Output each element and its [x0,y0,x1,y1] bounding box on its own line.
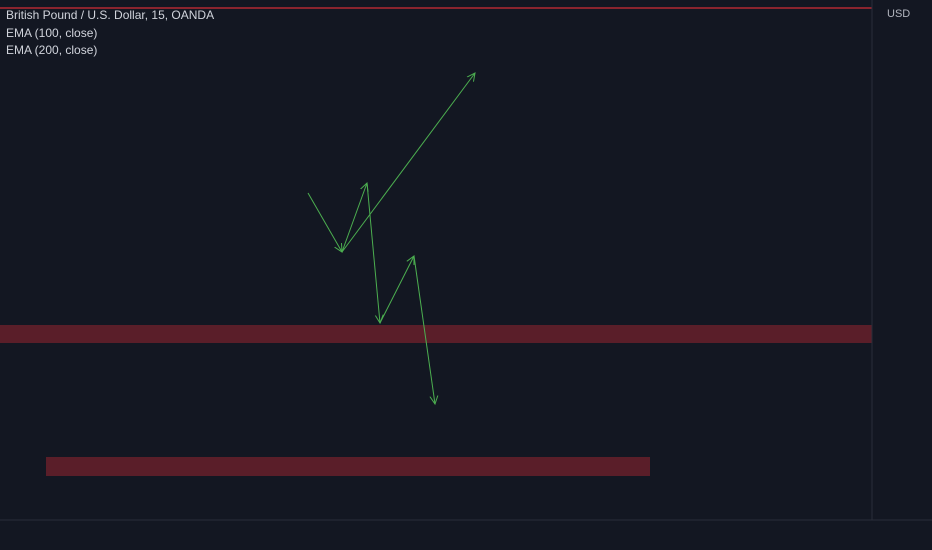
drawing [307,73,475,404]
arrow [379,256,414,324]
arrow [366,182,380,323]
axis-unit: USD [887,8,910,20]
arrow [341,183,367,253]
zone [46,457,650,476]
chart-title: British Pound / U.S. Dollar, 15, OANDA [6,8,214,22]
arrow [413,255,435,404]
zone [0,325,872,343]
price-axis [872,0,932,550]
arrow [307,192,342,252]
legend-entry: EMA (100, close) [6,26,97,40]
legend-entry: EMA (200, close) [6,43,97,57]
arrow [341,73,475,253]
